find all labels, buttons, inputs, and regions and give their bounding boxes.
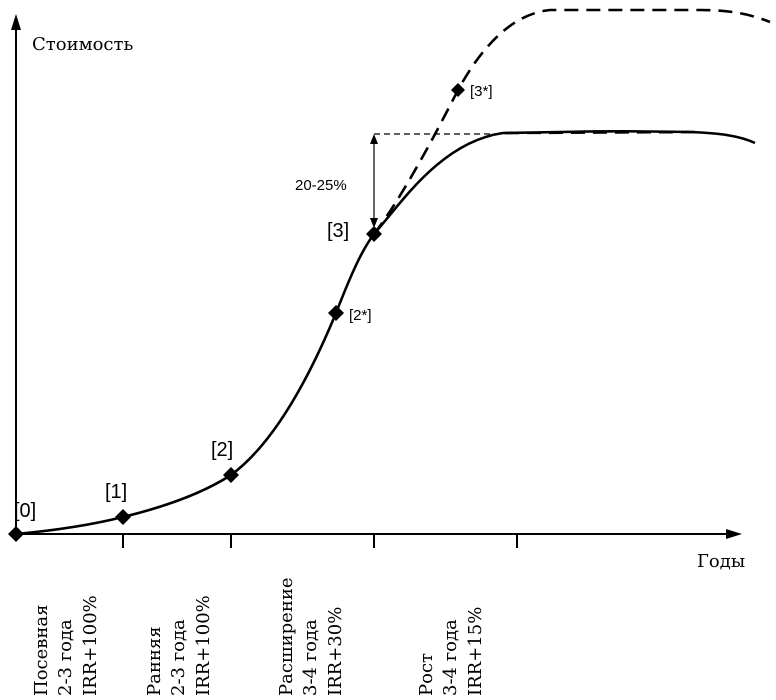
stage-seed: Посевная 2-3 года IRR+100%	[31, 595, 101, 696]
stage-growth-name: Рост	[416, 653, 437, 696]
gap-label: 20-25%	[295, 177, 347, 194]
stage-early-irr: IRR+100%	[193, 595, 214, 696]
points	[8, 83, 465, 542]
value-curve-solid	[15, 129, 756, 536]
stage-expansion: Расширение 3-4 года IRR+30%	[276, 578, 346, 696]
stage-growth-irr: IRR+15%	[465, 607, 486, 696]
stage-early-duration: 2-3 года	[168, 619, 189, 696]
x-axis-label: Годы	[697, 551, 745, 572]
point-3s-marker	[451, 83, 465, 97]
stage-expansion-duration: 3-4 года	[300, 619, 321, 696]
x-axis-arrow	[726, 529, 742, 539]
point-2-marker	[223, 467, 239, 483]
stage-growth-duration: 3-4 года	[440, 619, 461, 696]
y-axis-label: Стоимость	[32, 34, 133, 55]
value-curve-dashed-plateau	[504, 130, 701, 135]
point-3-label: [3]	[327, 220, 349, 242]
stage-seed-irr: IRR+100%	[80, 595, 101, 696]
stage-seed-name: Посевная	[31, 605, 52, 697]
point-1-label: [1]	[105, 481, 127, 503]
point-3-marker	[366, 226, 382, 242]
y-axis-arrow	[11, 14, 21, 30]
point-2s-label: [2*]	[349, 307, 372, 324]
axes	[11, 14, 742, 548]
point-2s-marker	[328, 305, 344, 321]
value-curve-dashed-upper	[372, 8, 771, 235]
stage-expansion-name: Расширение	[276, 578, 297, 696]
point-0-label: [0]	[14, 500, 36, 522]
point-0-marker	[8, 526, 24, 542]
stage-seed-duration: 2-3 года	[55, 619, 76, 696]
point-1-marker	[115, 509, 131, 525]
stage-early: Ранняя 2-3 года IRR+100%	[144, 595, 214, 696]
stage-expansion-irr: IRR+30%	[325, 607, 346, 696]
gap-arrow-up	[370, 134, 378, 144]
gap-arrow-down	[370, 218, 378, 228]
stage-growth: Рост 3-4 года IRR+15%	[416, 607, 486, 696]
point-3s-label: [3*]	[470, 83, 493, 100]
stage-early-name: Ранняя	[144, 626, 165, 696]
point-2-label: [2]	[211, 439, 233, 461]
